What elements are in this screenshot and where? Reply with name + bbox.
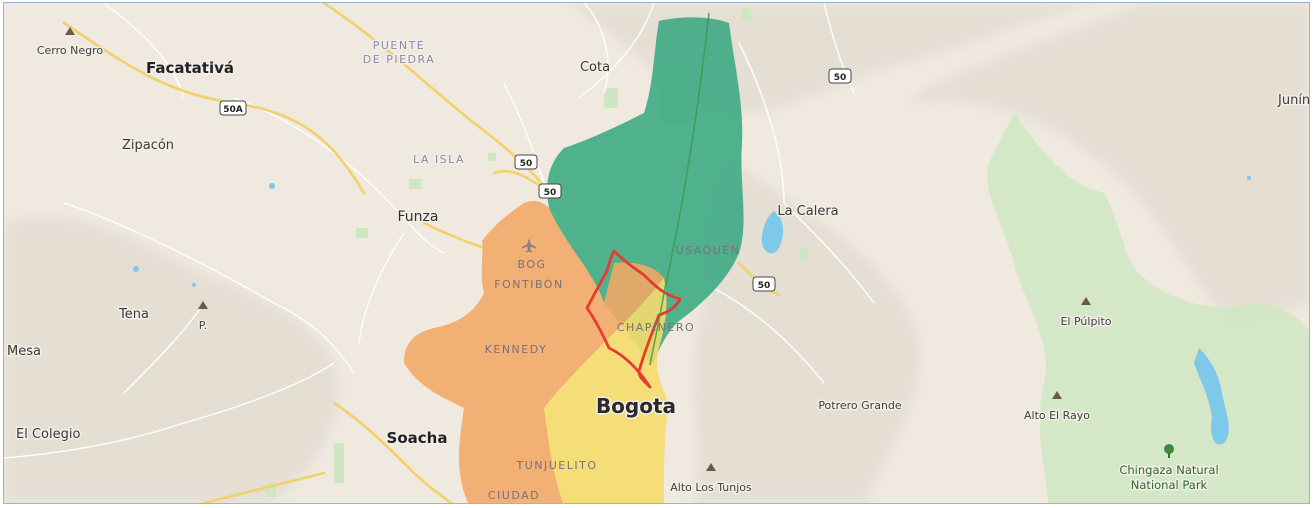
place-label-la-calera: La Calera: [777, 204, 838, 219]
zone-usaquen[interactable]: [547, 17, 744, 365]
route-shield-50: 50: [514, 154, 538, 170]
place-label-alto-los-tunjos: Alto Los Tunjos: [670, 481, 752, 494]
tree-icon: [1164, 444, 1174, 458]
place-label-el-pulpito: El Púlpito: [1060, 315, 1111, 328]
place-label-potrero-grande: Potrero Grande: [818, 399, 902, 412]
place-label-junin: Junín: [1277, 93, 1310, 108]
map-frame[interactable]: 50A 50 50 50 50 PUENTE DE PIEDRA LA ISLA…: [3, 2, 1310, 504]
park-label-chingaza-1: Chingaza Natural: [1119, 463, 1218, 477]
route-shield-50-label: 50: [758, 281, 771, 291]
place-label-soacha: Soacha: [387, 429, 448, 447]
area-label-la-isla: LA ISLA: [413, 153, 465, 166]
zone-divider-line: [649, 12, 710, 366]
area-label-puente-de-piedra-2: DE PIEDRA: [363, 53, 435, 66]
route-shield-50: 50: [828, 68, 852, 84]
district-label-chapinero: CHAPINERO: [617, 321, 695, 334]
zone-chapinero-south[interactable]: [544, 278, 669, 504]
place-label-cerro-negro: Cerro Negro: [37, 44, 104, 57]
route-shield-50: 50: [752, 276, 776, 292]
route-shield-50: 50: [538, 183, 562, 199]
route-shield-50-label: 50: [834, 73, 847, 83]
place-label-alto-el-rayo: Alto El Rayo: [1024, 409, 1090, 422]
peak-icon: [65, 27, 1091, 471]
place-label-bogota: Bogota: [596, 394, 676, 418]
district-label-usaquen: USAQUÉN: [676, 244, 741, 257]
district-label-fontibon: FONTIBÓN: [494, 278, 563, 291]
airport-icon[interactable]: [522, 238, 536, 253]
chingaza-park-area: [987, 113, 1309, 503]
place-label-funza: Funza: [398, 209, 439, 225]
area-label-puente-de-piedra: PUENTE: [373, 39, 426, 52]
district-label-kennedy: KENNEDY: [485, 343, 548, 356]
airport-code-label: BOG: [517, 258, 546, 271]
place-label-p: P.: [199, 319, 207, 332]
route-shield-50-label: 50: [520, 159, 533, 169]
zone-fontibon-kennedy[interactable]: [404, 200, 664, 504]
park-label-chingaza-2: National Park: [1131, 478, 1208, 492]
place-label-zipacon: Zipacón: [122, 138, 174, 153]
route-shield-50-label: 50: [544, 188, 557, 198]
district-label-ciudad: CIUDAD: [488, 489, 540, 502]
water-bodies: [133, 176, 1251, 445]
chapinero-outline[interactable]: [585, 249, 682, 389]
place-label-el-colegio: El Colegio: [16, 427, 80, 442]
place-label-cota: Cota: [580, 60, 610, 75]
minor-roads: [4, 3, 875, 459]
map-canvas[interactable]: 50A 50 50 50 50 PUENTE DE PIEDRA LA ISLA…: [4, 3, 1310, 504]
place-label-tena: Tena: [118, 307, 149, 322]
route-shield-50a: 50A: [219, 100, 247, 116]
district-label-tunjuelito: TUNJUELITO: [516, 459, 598, 472]
place-label-facatativa: Facatativá: [146, 59, 234, 77]
place-label-mesa: Mesa: [7, 344, 41, 359]
route-shield-50a-label: 50A: [223, 105, 243, 115]
